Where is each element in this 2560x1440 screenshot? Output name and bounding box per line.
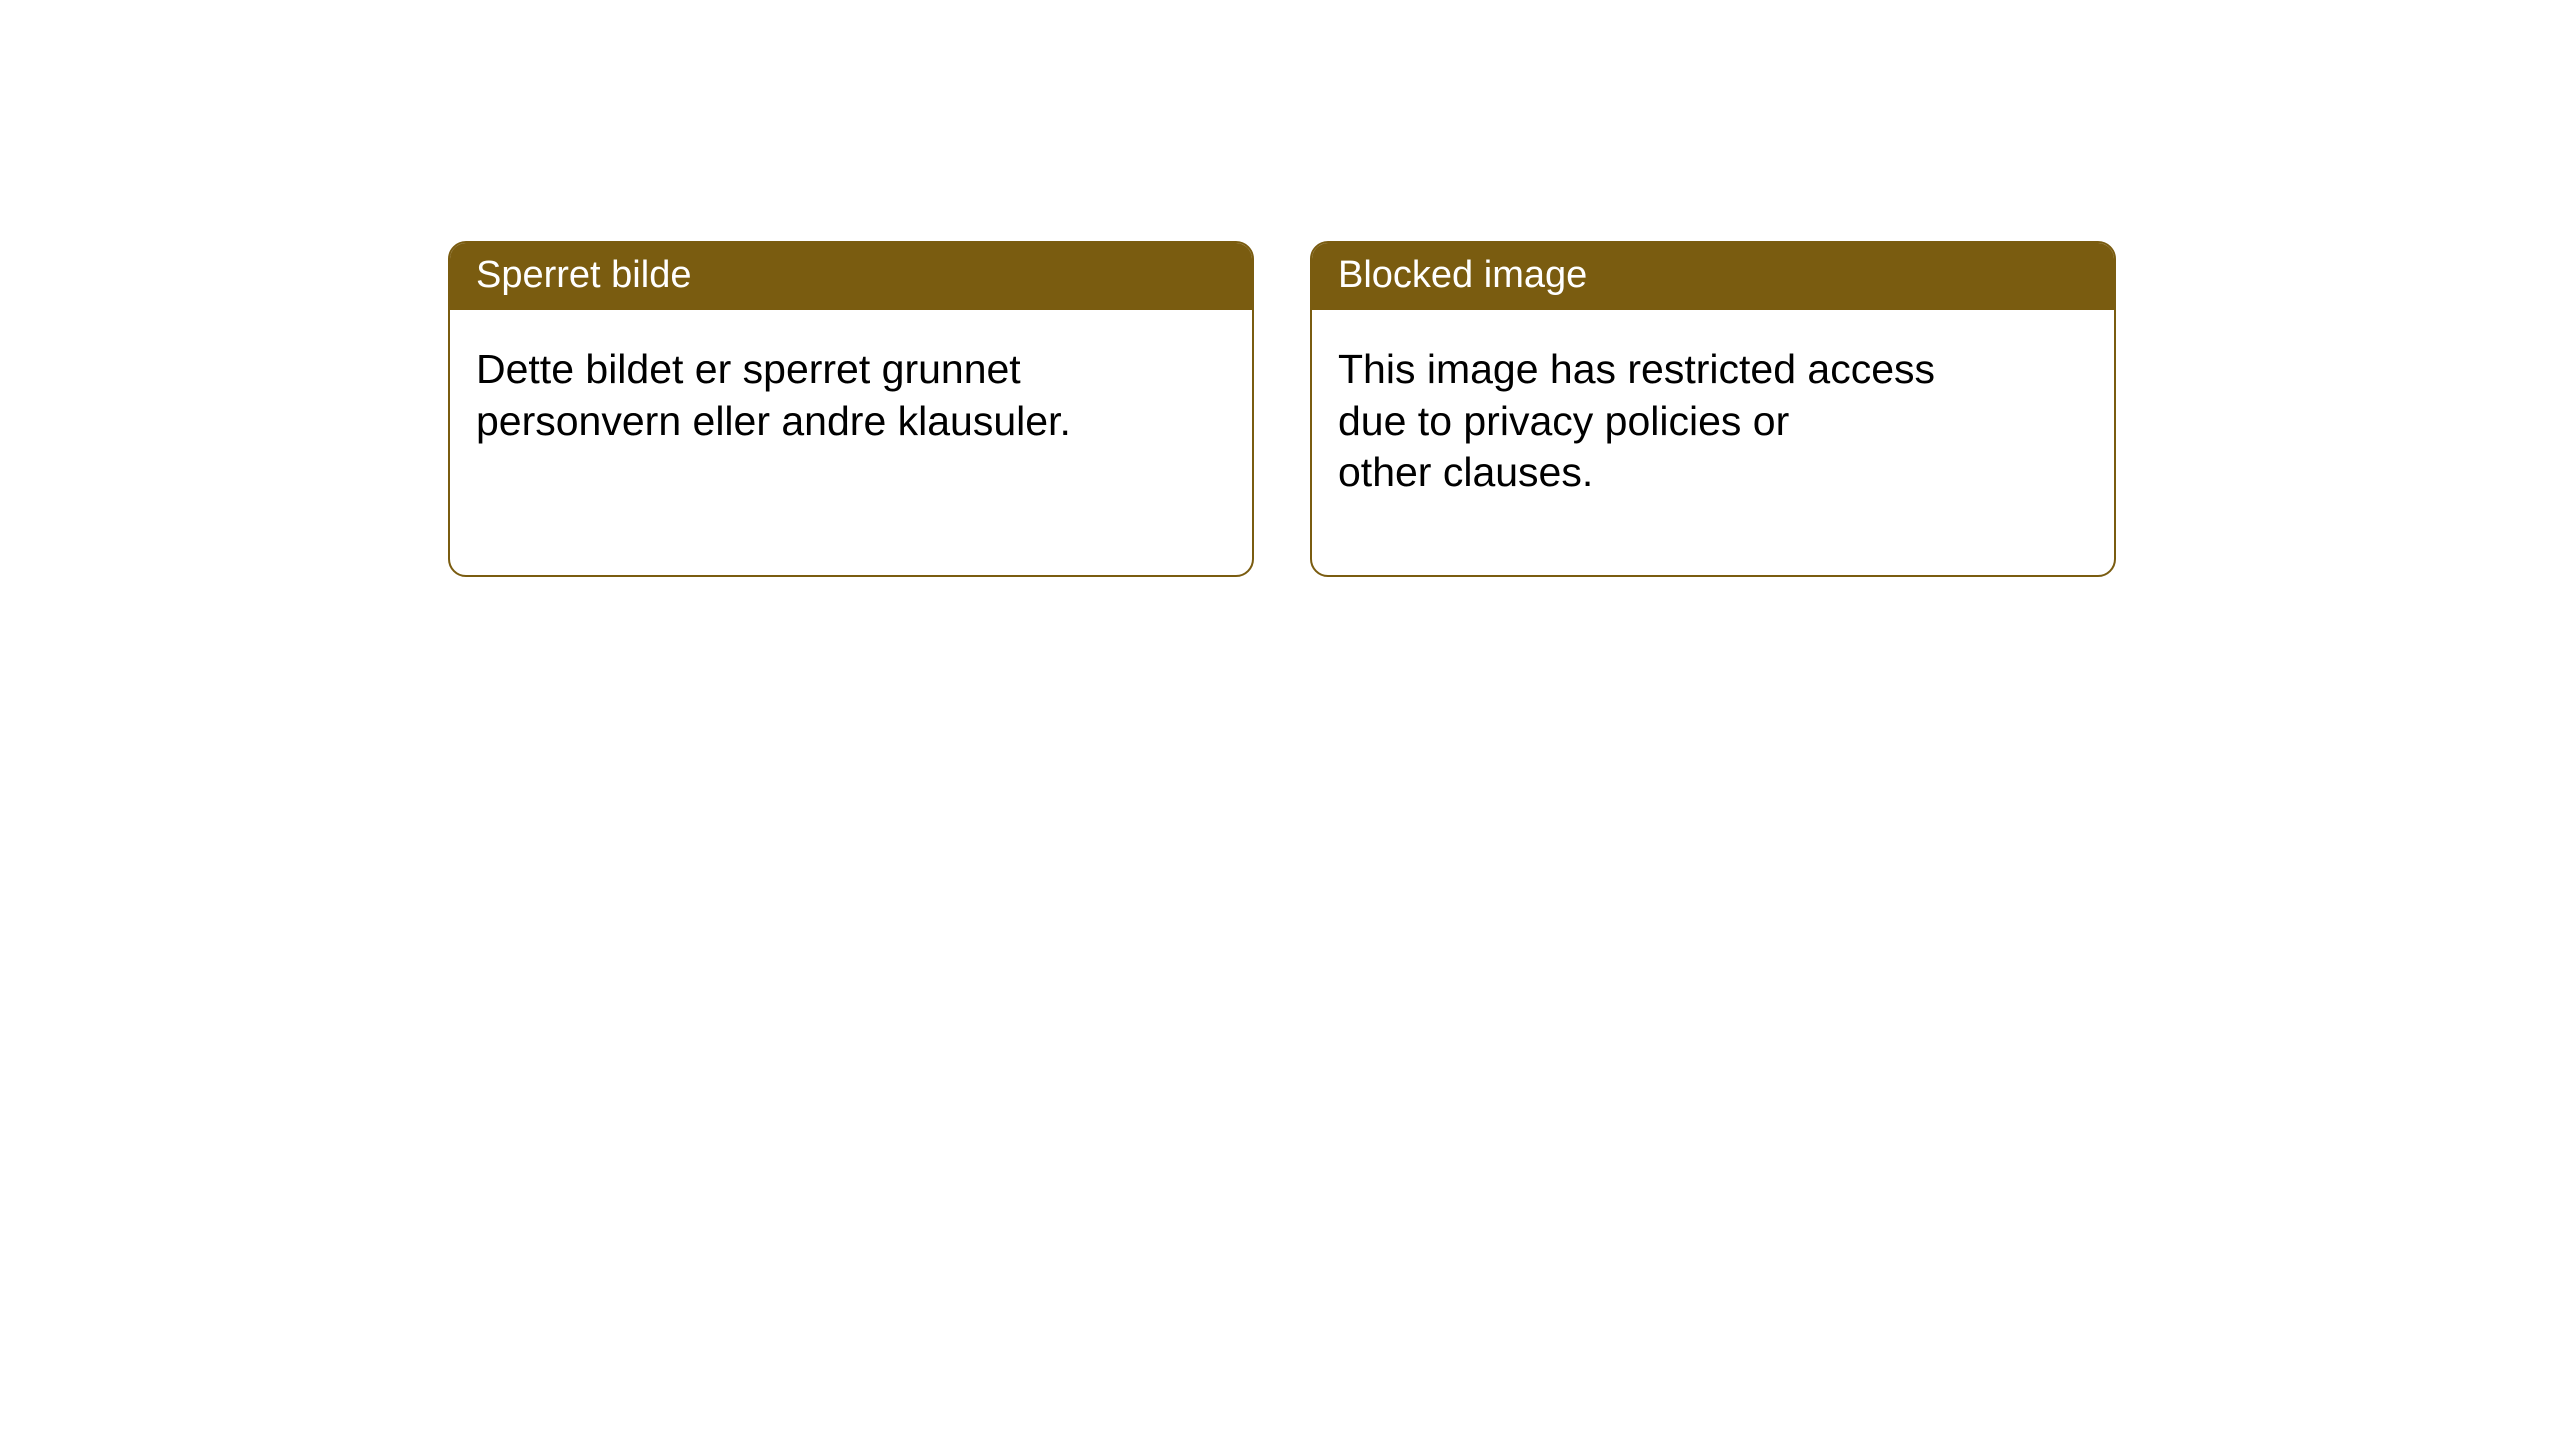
notice-card-no: Sperret bilde Dette bildet er sperret gr… [448, 241, 1254, 577]
notice-container: Sperret bilde Dette bildet er sperret gr… [0, 0, 2560, 577]
notice-card-en: Blocked image This image has restricted … [1310, 241, 2116, 577]
notice-body-no: Dette bildet er sperret grunnet personve… [450, 310, 1252, 473]
notice-body-en: This image has restricted access due to … [1312, 310, 2114, 524]
notice-header-en: Blocked image [1312, 243, 2114, 310]
notice-header-no: Sperret bilde [450, 243, 1252, 310]
